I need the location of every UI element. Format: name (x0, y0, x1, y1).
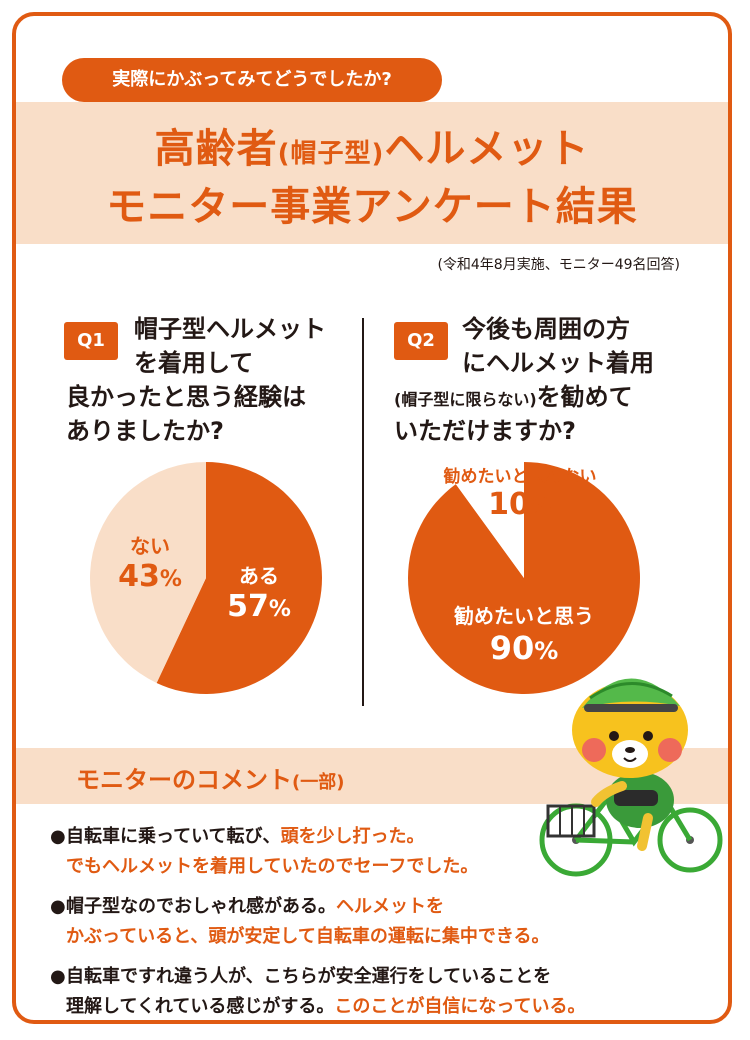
pie1-no-text: ない (130, 534, 170, 558)
survey-note: (令和4年8月実施、モニター49名回答) (437, 257, 680, 273)
q2-line3-small: (帽子型に限らない) (394, 390, 537, 409)
pie1-yes-value: 57 (227, 589, 269, 624)
bullet-icon: ● (50, 966, 66, 987)
q2-line2: にヘルメット着用 (462, 349, 654, 377)
q2-line1: 今後も周囲の方 (462, 315, 630, 343)
comment-item: ●帽子型なのでおしゃれ感がある。ヘルメットを かぶっていると、頭が安定して自転車… (50, 892, 610, 952)
pie1-no-value: 43 (118, 559, 160, 594)
comment3-text-b: 理解してくれている感じがする。 (66, 996, 335, 1017)
pie2-no-text: 勧めたいと思わない (443, 467, 597, 487)
pie-slice-0 (407, 462, 640, 694)
title-part-a: 高齢者 (154, 126, 278, 172)
comment1-text-a: 自転車に乗っていて転び、 (66, 826, 281, 847)
comment3-text-c: このことが自信になっている。 (334, 996, 586, 1017)
outer-frame (12, 12, 732, 1024)
q1-line3: 良かったと思う経験は (66, 383, 306, 411)
mascot-cyclist-illustration (539, 678, 723, 877)
comments-list: ●自転車に乗っていて転び、頭を少し打った。 でもヘルメットを着用していたのでセー… (50, 822, 610, 1032)
pie2-yes-value: 90 (489, 629, 535, 667)
pie2-label-no: 勧めたいと思わない 10% (420, 462, 620, 522)
comment2-text-b: ヘルメットを (336, 896, 444, 917)
q1-line4: ありましたか? (66, 417, 224, 445)
title-band: 高齢者(帽子型)ヘルメット モニター事業アンケート結果 (16, 102, 728, 244)
q1-line1: 帽子型ヘルメット (134, 315, 326, 343)
pie1-label-yes: ある 57% (214, 560, 304, 624)
pie2-yes-text: 勧めたいと思う (454, 604, 594, 628)
comment3-text-a: 自転車ですれ違う人が、こちらが安全運行をしていることを (66, 966, 552, 987)
bullet-icon: ● (50, 826, 66, 847)
pie-slice-0 (156, 462, 322, 694)
header-bubble: 実際にかぶってみてどうでしたか? (62, 58, 442, 102)
q2-line4: いただけますか? (394, 417, 576, 445)
comments-title: モニターのコメント(一部) (76, 760, 344, 795)
comment1-text-b: 頭を少し打った。 (280, 826, 425, 847)
pie-slice-1 (90, 462, 206, 683)
pie-chart-q1 (90, 462, 322, 694)
title-part-b: (帽子型) (277, 139, 385, 169)
comment1-text-c: でもヘルメットを着用していたのでセーフでした。 (66, 856, 479, 877)
q2-tag: Q2 (394, 322, 448, 360)
center-divider (362, 318, 364, 706)
pie2-label-yes: 勧めたいと思う 90% (424, 600, 624, 667)
pie1-label-no: ない 43% (110, 530, 190, 594)
page-title-line2: モニター事業アンケート結果 (106, 184, 638, 230)
comment2-text-a: 帽子型なのでおしゃれ感がある。 (66, 896, 336, 917)
pie-slice-1 (455, 462, 524, 578)
comment-item: ●自転車ですれ違う人が、こちらが安全運行をしていることを 理解してくれている感じ… (50, 962, 610, 1022)
q1-line2: を着用して (134, 349, 254, 377)
comments-title-main: モニターのコメント (76, 766, 292, 794)
page-title-line1: 高齢者(帽子型)ヘルメット (16, 116, 728, 174)
comment2-text-c: かぶっていると、頭が安定して自転車の運転に集中できる。 (66, 926, 550, 947)
title-part-c: ヘルメット (384, 126, 590, 172)
pie2-no-value: 10 (488, 487, 530, 522)
q2-line3: (帽子型に限らない)を勧めて (394, 380, 633, 417)
pie-chart-q2 (407, 462, 640, 694)
pie1-yes-text: ある (239, 564, 279, 588)
q2-line3-rest: を勧めて (536, 383, 633, 411)
bullet-icon: ● (50, 896, 66, 917)
comments-title-suffix: (一部) (292, 772, 345, 793)
bubble-text: 実際にかぶってみてどうでしたか? (112, 69, 392, 90)
q1-tag: Q1 (64, 322, 118, 360)
comment-item: ●自転車に乗っていて転び、頭を少し打った。 でもヘルメットを着用していたのでセー… (50, 822, 610, 882)
